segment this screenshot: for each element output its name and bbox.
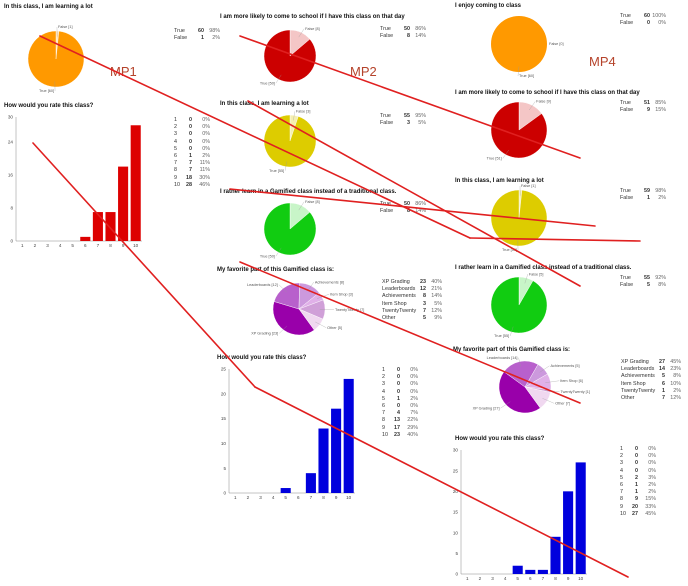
overlay-line — [40, 36, 470, 238]
overlay-line — [33, 143, 255, 387]
overlay-line — [230, 189, 595, 226]
overlay-line — [255, 387, 628, 577]
overlay-line — [240, 36, 580, 158]
overlay-line — [248, 101, 580, 286]
overlay-line — [240, 262, 580, 403]
